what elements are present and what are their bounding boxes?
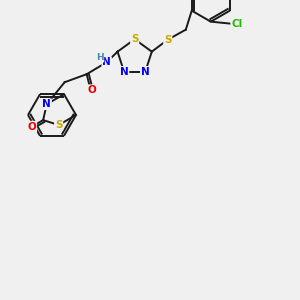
Text: O: O <box>28 122 36 132</box>
Text: S: S <box>164 35 172 45</box>
Text: H: H <box>96 53 103 62</box>
Text: N: N <box>120 67 128 77</box>
Text: N: N <box>141 67 150 77</box>
Text: O: O <box>87 85 96 95</box>
Text: N: N <box>42 99 51 109</box>
Text: N: N <box>102 57 111 67</box>
Text: Cl: Cl <box>231 19 242 29</box>
Text: S: S <box>131 34 138 44</box>
Text: S: S <box>55 120 62 130</box>
